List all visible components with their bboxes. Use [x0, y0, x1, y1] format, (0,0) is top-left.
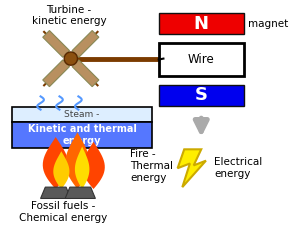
Polygon shape — [40, 187, 71, 198]
Text: Turbine -
kinetic energy: Turbine - kinetic energy — [32, 5, 106, 26]
Text: Steam -: Steam - — [64, 110, 100, 119]
Text: Electrical
energy: Electrical energy — [214, 158, 263, 179]
Polygon shape — [75, 146, 89, 189]
Polygon shape — [65, 187, 95, 198]
Text: magnet: magnet — [248, 19, 289, 29]
Text: N: N — [194, 15, 209, 33]
FancyBboxPatch shape — [159, 43, 244, 76]
FancyBboxPatch shape — [12, 122, 152, 148]
Polygon shape — [43, 31, 70, 57]
FancyBboxPatch shape — [12, 107, 152, 122]
Polygon shape — [82, 142, 105, 189]
Polygon shape — [65, 132, 89, 189]
FancyBboxPatch shape — [159, 13, 244, 34]
Circle shape — [64, 52, 77, 65]
Polygon shape — [43, 137, 69, 189]
Polygon shape — [72, 60, 99, 87]
Text: Kinetic and thermal
energy: Kinetic and thermal energy — [28, 124, 136, 146]
Text: Fire -
Thermal
energy: Fire - Thermal energy — [130, 149, 173, 182]
FancyBboxPatch shape — [159, 85, 244, 106]
Polygon shape — [72, 31, 99, 57]
Text: Wire: Wire — [188, 53, 214, 66]
Polygon shape — [178, 149, 206, 187]
Polygon shape — [43, 60, 70, 87]
Text: S: S — [195, 86, 208, 104]
Text: Fossil fuels -
Chemical energy: Fossil fuels - Chemical energy — [19, 201, 107, 223]
Polygon shape — [53, 151, 69, 189]
